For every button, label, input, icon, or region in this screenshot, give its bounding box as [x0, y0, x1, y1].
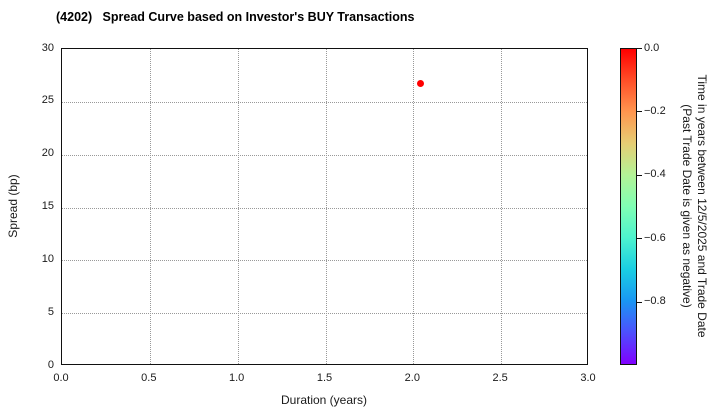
- data-point: [416, 80, 424, 88]
- y-tick-label: 10: [41, 252, 54, 265]
- colorbar-gradient: [620, 48, 637, 365]
- gridline: [62, 207, 587, 209]
- y-tick-label: 30: [41, 41, 54, 54]
- gridline: [413, 49, 415, 364]
- colorbar-tick-label: −0.6: [644, 231, 666, 244]
- gridline: [325, 49, 327, 364]
- y-tick-label: 0: [47, 358, 54, 371]
- gridline: [149, 49, 151, 364]
- gridline: [237, 49, 239, 364]
- y-tick-label: 15: [41, 200, 54, 212]
- x-axis-label: Duration (years): [280, 393, 368, 407]
- colorbar-tick-label: −0.8: [644, 295, 666, 308]
- chart-title: (4202) Spread Curve based on Investor's …: [56, 10, 415, 24]
- x-tick-label: 2.5: [492, 372, 508, 384]
- gridline: [62, 313, 587, 315]
- colorbar-label-line1: Time in years between 12/5/2025 and Trad…: [695, 74, 709, 338]
- colorbar-tick-label: −0.2: [644, 104, 666, 117]
- y-axis-label: Spread (bp): [6, 174, 20, 238]
- gridline: [62, 101, 587, 103]
- y-tick-label: 20: [41, 147, 54, 160]
- colorbar-tick-mark: [637, 48, 642, 49]
- plot-area: [61, 48, 588, 365]
- gridline: [62, 154, 587, 156]
- colorbar-label: Time in years between 12/5/2025 and Trad…: [679, 26, 709, 386]
- x-tick-label: 2.0: [404, 372, 420, 384]
- x-tick-label: 0.5: [141, 372, 157, 384]
- colorbar-tick-mark: [637, 301, 642, 303]
- y-tick-label: 25: [41, 94, 54, 107]
- colorbar-label-line2: (Past Trade Date is given as negative): [680, 104, 694, 308]
- x-tick-label: 0.0: [53, 372, 69, 384]
- x-tick-label: 3.0: [580, 372, 596, 384]
- colorbar-tick-mark: [637, 111, 642, 113]
- x-tick-label: 1.0: [229, 372, 245, 384]
- colorbar-tick-label: 0.0: [644, 41, 660, 54]
- colorbar-tick-mark: [637, 238, 642, 240]
- colorbar-tick-label: −0.4: [644, 168, 666, 181]
- gridline: [501, 49, 503, 364]
- y-tick-label: 5: [47, 305, 54, 318]
- x-tick-label: 1.5: [316, 372, 333, 384]
- gridline: [62, 260, 587, 262]
- colorbar-tick-mark: [637, 174, 642, 176]
